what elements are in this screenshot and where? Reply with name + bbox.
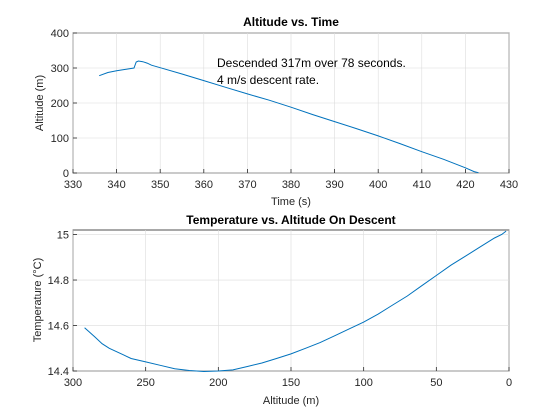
x-axis-label: Time (s) xyxy=(271,196,311,208)
x-tick-label: 150 xyxy=(282,377,300,389)
chart-title: Altitude vs. Time xyxy=(243,15,339,29)
temperature-altitude-chart: 300 250 200 150 100 50 0 14.4 14.6 14.8 15 Tempera… xyxy=(32,213,512,407)
x-tick-label: 300 xyxy=(64,377,82,389)
y-tick-label: 14.4 xyxy=(48,366,69,378)
y-tick-label: 100 xyxy=(51,133,69,145)
x-tick-label: 350 xyxy=(151,179,169,191)
x-tick-label: 250 xyxy=(136,377,154,389)
x-tick-label: 380 xyxy=(282,179,300,191)
x-tick-label: 360 xyxy=(195,179,213,191)
y-tick-label: 400 xyxy=(51,28,69,40)
x-tick-label: 340 xyxy=(107,179,125,191)
x-tick-label: 200 xyxy=(209,377,227,389)
y-tick-label: 0 xyxy=(63,168,69,180)
altitude-time-chart: 330 340 350 360 370 380 390 400 410 420 430 0 100 200… xyxy=(34,15,518,208)
y-tick-label: 15 xyxy=(57,230,69,242)
gridlines xyxy=(72,32,510,174)
x-tick-label: 430 xyxy=(500,179,518,191)
x-tick-label: 0 xyxy=(506,377,512,389)
x-tick-label: 370 xyxy=(238,179,256,191)
x-axis-label: Altitude (m) xyxy=(263,395,319,407)
annotation-line-1: Descended 317m over 78 seconds. xyxy=(217,56,406,70)
y-axis-label: Altitude (m) xyxy=(34,75,46,131)
y-tick-label: 200 xyxy=(51,98,69,110)
altitude-series-line xyxy=(99,60,479,174)
x-tick-label: 410 xyxy=(413,179,431,191)
annotation-line-2: 4 m/s descent rate. xyxy=(217,73,319,87)
y-tick-label: 300 xyxy=(51,63,69,75)
chart-title: Temperature vs. Altitude On Descent xyxy=(186,213,395,227)
x-tick-label: 420 xyxy=(456,179,474,191)
x-tick-label: 100 xyxy=(354,377,372,389)
y-axis-label: Temperature (°C) xyxy=(32,258,44,342)
x-tick-label: 390 xyxy=(325,179,343,191)
x-tick-label: 400 xyxy=(369,179,387,191)
ticks: 330 340 350 360 370 380 390 400 410 420 430 0 100 200… xyxy=(51,28,519,191)
y-tick-label: 14.6 xyxy=(48,321,69,333)
y-tick-label: 14.8 xyxy=(48,275,69,287)
ticks: 300 250 200 150 100 50 0 14.4 14.6 14.8 15 xyxy=(48,230,512,389)
temperature-series-line xyxy=(84,230,507,373)
x-tick-label: 330 xyxy=(64,179,82,191)
x-tick-label: 50 xyxy=(430,377,442,389)
